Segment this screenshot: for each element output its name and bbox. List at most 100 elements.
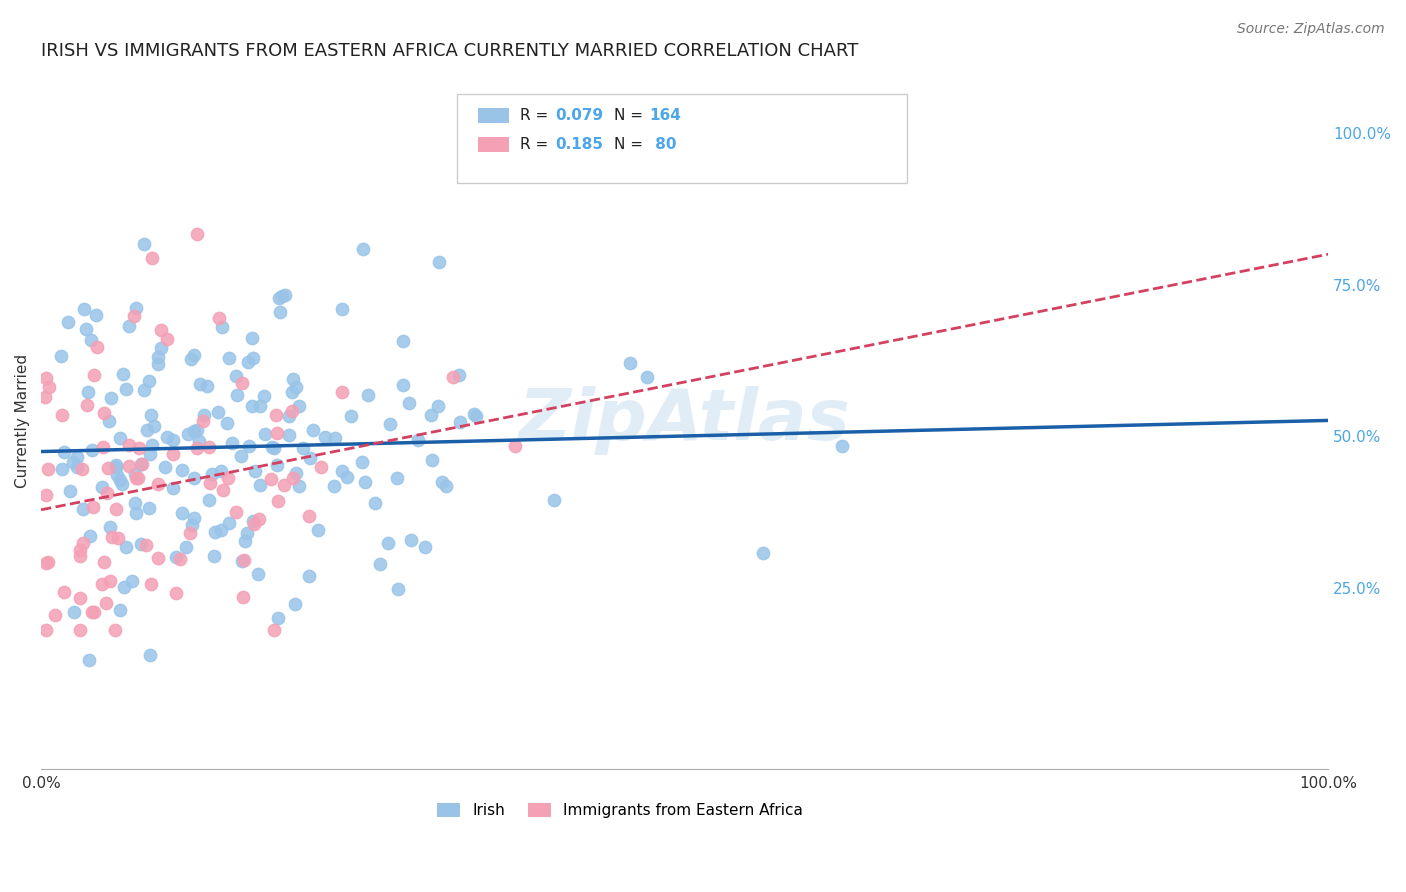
Irish [188, 434, 211, 448]
Immigrants from Eastern Africa [260, 472, 283, 486]
Irish [307, 523, 329, 537]
Irish [463, 407, 485, 421]
Irish [66, 459, 89, 474]
Immigrants from Eastern Africa [281, 471, 304, 485]
Irish [139, 648, 162, 662]
Irish [110, 473, 132, 487]
Immigrants from Eastern Africa [191, 414, 214, 428]
Irish [80, 442, 103, 457]
Irish [284, 466, 307, 480]
Irish [619, 356, 641, 370]
Irish [51, 462, 73, 476]
Irish [77, 653, 100, 667]
Irish [108, 431, 131, 445]
Irish [292, 441, 315, 455]
Immigrants from Eastern Africa [34, 623, 56, 637]
Irish [200, 467, 222, 482]
Immigrants from Eastern Africa [198, 475, 221, 490]
Irish [323, 431, 346, 445]
Irish [278, 409, 301, 424]
Irish [72, 501, 94, 516]
Irish [112, 367, 135, 381]
Irish [79, 529, 101, 543]
Irish [218, 351, 240, 365]
Immigrants from Eastern Africa [117, 459, 139, 474]
Irish [172, 506, 194, 520]
Immigrants from Eastern Africa [37, 556, 59, 570]
Immigrants from Eastern Africa [139, 576, 162, 591]
Immigrants from Eastern Africa [197, 441, 219, 455]
Immigrants from Eastern Africa [51, 408, 73, 422]
Immigrants from Eastern Africa [207, 310, 229, 325]
Irish [336, 470, 359, 484]
Immigrants from Eastern Africa [267, 494, 290, 508]
Immigrants from Eastern Africa [34, 390, 56, 404]
Irish [399, 533, 422, 547]
Irish [330, 464, 353, 478]
Immigrants from Eastern Africa [128, 441, 150, 455]
Irish [269, 291, 291, 305]
Irish [139, 447, 162, 461]
Immigrants from Eastern Africa [91, 577, 114, 591]
Irish [430, 475, 453, 489]
Irish [56, 315, 79, 329]
Text: R =: R = [520, 137, 554, 152]
Irish [211, 319, 233, 334]
Irish [180, 352, 202, 367]
Text: N =: N = [614, 137, 648, 152]
Immigrants from Eastern Africa [225, 505, 247, 519]
Irish [238, 354, 260, 368]
Irish [146, 357, 169, 371]
Irish [449, 415, 471, 429]
Irish [174, 541, 197, 555]
Irish [105, 460, 128, 475]
Immigrants from Eastern Africa [186, 227, 208, 241]
Irish [226, 387, 249, 401]
Irish [434, 479, 457, 493]
Irish [354, 475, 377, 490]
Immigrants from Eastern Africa [69, 549, 91, 563]
Irish [242, 514, 264, 528]
Irish [422, 452, 444, 467]
Irish [249, 478, 271, 492]
Y-axis label: Currently Married: Currently Married [15, 354, 30, 488]
Irish [73, 302, 96, 317]
Irish [108, 603, 131, 617]
Immigrants from Eastern Africa [94, 596, 117, 610]
Irish [188, 377, 211, 392]
Immigrants from Eastern Africa [35, 488, 58, 502]
Immigrants from Eastern Africa [82, 500, 104, 515]
Irish [464, 409, 486, 423]
Immigrants from Eastern Africa [165, 586, 187, 600]
Irish [236, 526, 259, 541]
Immigrants from Eastern Africa [83, 605, 105, 619]
Immigrants from Eastern Africa [332, 384, 354, 399]
Irish [274, 288, 297, 302]
Immigrants from Eastern Africa [86, 340, 108, 354]
Irish [136, 423, 159, 437]
Immigrants from Eastern Africa [441, 370, 464, 384]
Irish [231, 554, 253, 568]
Immigrants from Eastern Africa [233, 553, 256, 567]
Irish [112, 580, 135, 594]
Irish [238, 439, 260, 453]
Irish [143, 419, 166, 434]
Irish [298, 569, 321, 583]
Irish [75, 322, 97, 336]
Text: Source: ZipAtlas.com: Source: ZipAtlas.com [1237, 22, 1385, 37]
Immigrants from Eastern Africa [104, 623, 127, 637]
Irish [240, 400, 263, 414]
Immigrants from Eastern Africa [231, 376, 253, 391]
Immigrants from Eastern Africa [35, 556, 58, 570]
Immigrants from Eastern Africa [141, 252, 163, 266]
Irish [104, 458, 127, 472]
Immigrants from Eastern Africa [44, 607, 66, 622]
Irish [198, 493, 221, 508]
Irish [288, 479, 311, 493]
Irish [204, 525, 226, 540]
Immigrants from Eastern Africa [263, 623, 285, 637]
Immigrants from Eastern Africa [104, 502, 127, 516]
Irish [53, 445, 76, 459]
Immigrants from Eastern Africa [107, 532, 129, 546]
Immigrants from Eastern Africa [122, 310, 145, 324]
